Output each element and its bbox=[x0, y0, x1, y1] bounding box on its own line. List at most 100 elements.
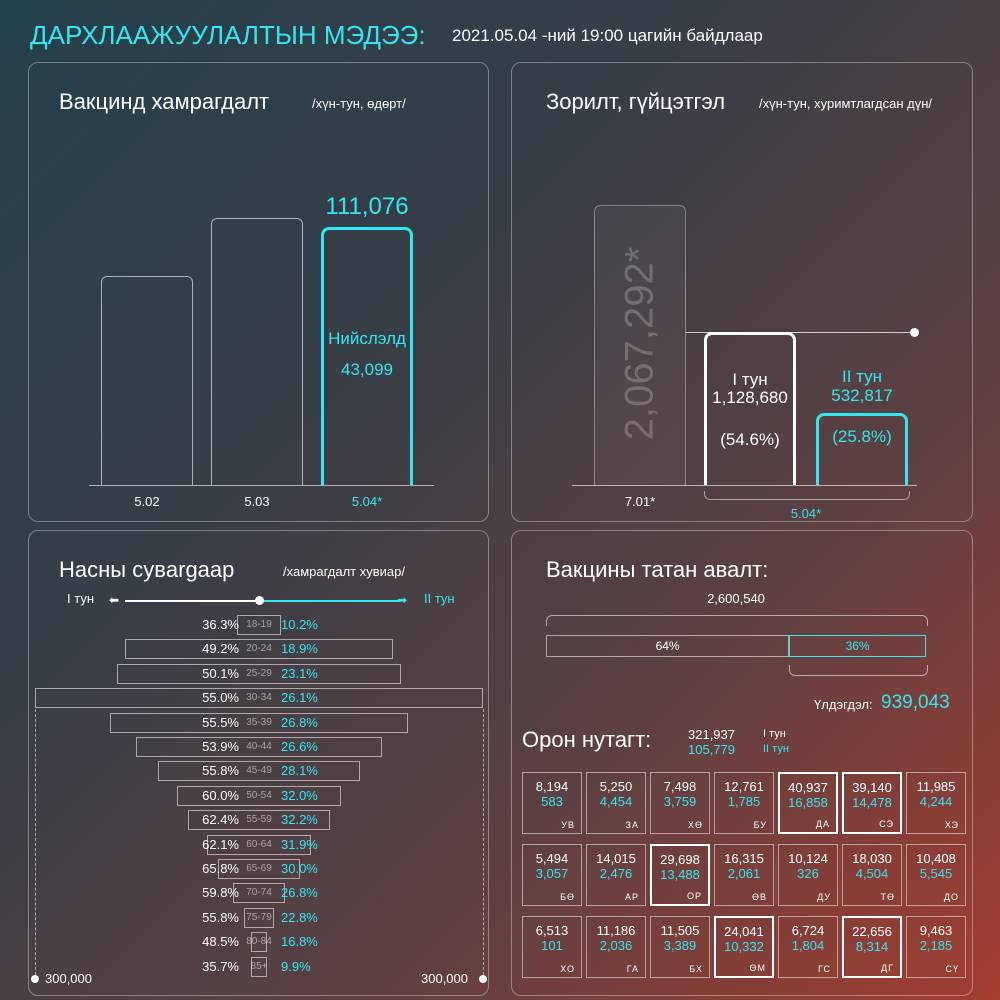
age-population-bar bbox=[206, 834, 312, 855]
province-cell: 5,494 3,057 БӨ bbox=[522, 844, 582, 906]
province-code: ГА bbox=[626, 964, 639, 974]
age-row: 36.3% 18-19 10.2% bbox=[29, 615, 490, 635]
supply-panel: Вакцины татан авалт: 2,600,540 64% 36% Үлдэ… bbox=[511, 530, 973, 996]
age-row: 35.7% 85+ 9.9% bbox=[29, 956, 490, 977]
dose2-percent-label: 32.0% bbox=[281, 787, 318, 803]
daily-coverage-panel: Вакцинд хамрагдалт /хүн-тун, өдөрт/ 5.02… bbox=[28, 62, 489, 522]
age-group-label: 40-44 bbox=[246, 741, 272, 752]
province-dose2: 5,545 bbox=[919, 866, 953, 881]
dose1-percent-label: 53.9% bbox=[202, 739, 239, 754]
province-dose2: 3,759 bbox=[663, 794, 697, 809]
dose2-percent-label: 30.0% bbox=[281, 861, 318, 876]
supply-title: Вакцины татан авалт: bbox=[546, 557, 769, 582]
province-code: СЭ bbox=[879, 819, 894, 829]
dose1-percent-label: 55.0% bbox=[202, 690, 239, 706]
province-code: ӨМ bbox=[749, 963, 766, 973]
province-code: ХӨ bbox=[687, 820, 703, 830]
province-cell: 18,030 4,504 ТӨ bbox=[842, 844, 902, 906]
dose2-percent-label: 26.1% bbox=[281, 690, 318, 706]
province-dose2: 101 bbox=[541, 938, 563, 953]
dose-percent: (54.6%) bbox=[720, 430, 780, 450]
province-dose1: 18,030 bbox=[852, 851, 892, 866]
legend-right-arrow: ➡ bbox=[397, 593, 408, 607]
age-population-bar bbox=[117, 663, 401, 684]
legend-line-right bbox=[260, 600, 400, 602]
province-dose2: 4,504 bbox=[855, 866, 889, 881]
age-row: 65.8% 65-69 30.0% bbox=[29, 859, 490, 879]
province-dose1: 5,250 bbox=[599, 779, 633, 794]
province-cell: 39,140 14,478 СЭ bbox=[842, 772, 902, 834]
province-code: ДУ bbox=[817, 892, 831, 902]
province-dose1: 40,937 bbox=[788, 780, 828, 795]
legend-left-label: I тун bbox=[67, 591, 95, 606]
province-dose2: 2,185 bbox=[919, 938, 953, 953]
dose2-percent-label: 18.9% bbox=[281, 641, 318, 657]
dose1-percent-label: 55.8% bbox=[202, 909, 239, 925]
province-cell: 11,985 4,244 ХЭ bbox=[906, 772, 966, 834]
dose2-percent-label: 26.6% bbox=[281, 739, 318, 754]
province-code: ХЭ bbox=[944, 820, 959, 830]
dose-bar bbox=[704, 332, 796, 485]
province-dose2: 10,332 bbox=[724, 939, 764, 954]
age-population-bar bbox=[158, 761, 360, 782]
legend-center-dot bbox=[255, 596, 264, 605]
province-dose1: 14,015 bbox=[596, 851, 636, 866]
province-cell: 22,656 8,314 ДГ bbox=[842, 916, 902, 978]
daily-coverage-plot: 5.02 5.03 5.04* 111,076 Нийслэлд 43,099 bbox=[29, 63, 490, 523]
province-cell: 8,194 583 УВ bbox=[522, 772, 582, 834]
age-population-bar bbox=[251, 956, 267, 977]
age-panel: Насны сувargaар /хамрагдалт хувиар/ I ту… bbox=[28, 530, 489, 996]
dose2-percent-label: 26.8% bbox=[281, 885, 318, 901]
local-dose1-label: I тун bbox=[763, 728, 786, 740]
province-grid: 8,194 583 УВ 5,250 4,454 ЗА 7,498 3,759 ХӨ 12,761… bbox=[512, 531, 974, 997]
province-dose2: 326 bbox=[797, 866, 819, 881]
province-dose1: 10,124 bbox=[788, 851, 828, 866]
province-dose2: 2,036 bbox=[599, 938, 633, 953]
dose-value: 532,817 bbox=[831, 385, 893, 405]
age-population-bar bbox=[135, 737, 383, 757]
age-row: 50.1% 25-29 23.1% bbox=[29, 663, 490, 684]
dose1-percent-label: 55.5% bbox=[202, 714, 239, 730]
province-dose1: 11,505 bbox=[660, 923, 700, 938]
province-cell: 5,250 4,454 ЗА bbox=[586, 772, 646, 834]
scale-dot-left bbox=[31, 975, 39, 983]
age-row: 49.2% 20-24 18.9% bbox=[29, 639, 490, 660]
dose2-percent-label: 31.9% bbox=[281, 836, 318, 852]
age-group-label: 75-79 bbox=[246, 911, 272, 923]
age-population-bar bbox=[251, 932, 267, 953]
age-group-label: 35-39 bbox=[246, 716, 272, 728]
age-row: 55.0% 30-34 26.1% bbox=[29, 688, 490, 709]
province-code: ДА bbox=[815, 819, 830, 829]
supply-plot: 2,600,540 64% 36% Үлдэгдэл: 939,043 bbox=[512, 531, 974, 997]
target-panel: Зорилт, гүйцэтгэл /хүн-тун, хуримтлагдса… bbox=[511, 62, 973, 522]
legend-line-left bbox=[125, 600, 260, 602]
age-group-label: 55-59 bbox=[246, 814, 272, 826]
age-row: 53.9% 40-44 26.6% bbox=[29, 737, 490, 757]
dose-bar bbox=[816, 412, 908, 485]
province-code: ОР bbox=[686, 891, 702, 901]
age-row: 55.5% 35-39 26.8% bbox=[29, 712, 490, 733]
province-dose2: 2,061 bbox=[727, 866, 761, 881]
age-title: Насны сувargaар bbox=[59, 557, 235, 582]
age-population-bar bbox=[35, 688, 483, 709]
province-code: БУ bbox=[753, 820, 767, 830]
daily-bar bbox=[101, 275, 193, 485]
province-cell: 6,513 101 ХО bbox=[522, 916, 582, 978]
province-dose1: 6,724 bbox=[791, 923, 825, 938]
dose1-percent-label: 48.5% bbox=[202, 934, 239, 950]
remaining-label: Үлдэгдэл: bbox=[814, 697, 873, 712]
province-dose1: 12,761 bbox=[724, 779, 764, 794]
province-dose2: 16,858 bbox=[788, 795, 828, 810]
age-population-bar bbox=[188, 810, 330, 831]
x-tick-label: 5.04* bbox=[351, 494, 383, 509]
axis-left-label: 300,000 bbox=[45, 971, 92, 986]
province-dose1: 10,408 bbox=[916, 851, 956, 866]
province-cell: 16,315 2,061 ӨВ bbox=[714, 844, 774, 906]
province-dose2: 14,478 bbox=[852, 795, 892, 810]
x-tick-label: 5.02 bbox=[134, 494, 160, 509]
province-cell: 7,498 3,759 ХӨ bbox=[650, 772, 710, 834]
daily-coverage-subtitle: /хүн-тун, өдөрт/ bbox=[312, 96, 406, 111]
province-cell: 40,937 16,858 ДА bbox=[778, 772, 838, 834]
supply-segment-label: 36% bbox=[845, 639, 870, 653]
age-row: 55.8% 75-79 22.8% bbox=[29, 907, 490, 928]
